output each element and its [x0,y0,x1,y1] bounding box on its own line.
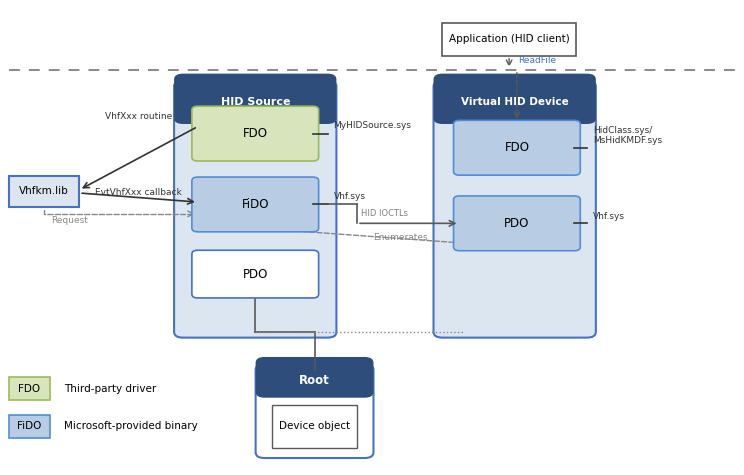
FancyBboxPatch shape [256,364,373,458]
Bar [443,102,587,118]
Text: Request: Request [51,216,89,225]
Text: HID IOCTLs: HID IOCTLs [361,209,408,218]
Text: Microsoft-provided binary: Microsoft-provided binary [65,421,198,431]
Text: Application (HID client): Application (HID client) [449,34,569,44]
FancyBboxPatch shape [174,74,336,124]
Bar [9,415,50,438]
FancyBboxPatch shape [192,106,318,161]
Bar [9,176,79,207]
Bar [265,381,365,392]
Text: Device object: Device object [279,421,350,431]
Bar [272,405,357,447]
Text: MyHIDSource.sys: MyHIDSource.sys [333,121,411,130]
Text: Third-party driver: Third-party driver [65,384,157,394]
Text: Virtual HID Device: Virtual HID Device [461,97,568,107]
FancyBboxPatch shape [256,357,373,398]
Text: PDO: PDO [504,217,530,230]
FancyBboxPatch shape [192,250,318,298]
Text: FiDO: FiDO [17,421,42,431]
Text: FiDO: FiDO [242,198,269,211]
Text: FDO: FDO [18,384,40,394]
Text: Vhfkm.lib: Vhfkm.lib [19,187,69,197]
FancyBboxPatch shape [174,81,336,338]
Text: HidClass.sys/
MsHidKMDF.sys: HidClass.sys/ MsHidKMDF.sys [593,126,662,145]
FancyBboxPatch shape [192,177,318,232]
FancyBboxPatch shape [434,74,596,124]
Text: Vhf.sys: Vhf.sys [593,212,625,221]
Text: PDO: PDO [243,267,268,281]
Text: Root: Root [299,374,330,388]
Text: FDO: FDO [504,141,530,154]
FancyBboxPatch shape [454,120,580,175]
Text: Vhf.sys: Vhf.sys [333,192,365,200]
Text: VhfXxx routine: VhfXxx routine [105,112,172,121]
Text: EvtVhfXxx callback: EvtVhfXxx callback [95,189,182,197]
Text: FDO: FDO [243,127,268,140]
Text: Enumerates: Enumerates [373,233,429,242]
Text: ReadFile: ReadFile [518,56,557,65]
FancyBboxPatch shape [434,81,596,338]
Bar [443,23,576,56]
FancyBboxPatch shape [454,196,580,251]
Bar [183,102,327,118]
Text: HID Source: HID Source [220,97,290,107]
Bar [9,377,50,400]
